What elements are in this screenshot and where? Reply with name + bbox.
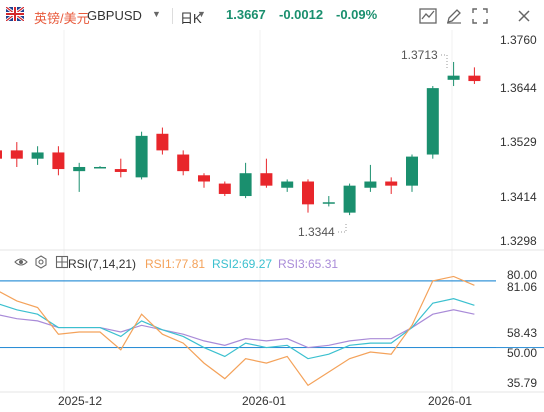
price-axis-label: 1.3414 [500, 190, 537, 204]
eye-icon[interactable] [14, 255, 28, 269]
high-annotation: 1.3713 [401, 48, 438, 62]
candle-body [468, 75, 481, 82]
price-axis-label: 1.3529 [500, 135, 537, 149]
pair-name[interactable]: 英镑/美元 [34, 11, 90, 26]
rsi2-value: RSI2:69.27 [212, 257, 273, 271]
rsi1-line [0, 275, 475, 387]
x-axis-label: 2025-12 [58, 394, 102, 408]
x-axis-label: 2026-01 [428, 394, 472, 408]
interval-selector[interactable]: 日K [180, 11, 202, 26]
settings-icon[interactable] [34, 255, 48, 269]
candle-body [322, 202, 335, 204]
price-change: -0.0012 [279, 7, 324, 22]
top-toolbar: 英镑/美元 GBPUSD ▼ 日K ▼ 1.3667 -0.0012 -0.09… [0, 0, 544, 30]
candle-body [426, 88, 439, 155]
rsi3-line [0, 309, 475, 349]
rsi-ref-ext [0, 280, 544, 282]
candlestick-series [0, 61, 481, 216]
candle-body [239, 173, 252, 197]
grid-lines [63, 30, 453, 392]
rsi-axis-label: 81.06 [507, 280, 537, 294]
candle-body [73, 166, 86, 172]
candle-body [281, 181, 294, 188]
rsi-axis-label: 80.00 [507, 268, 537, 282]
candle-body [218, 183, 231, 194]
x-axis-label: 2026-01 [242, 394, 286, 408]
rsi2-line [0, 298, 475, 360]
last-price: 1.3667 [226, 7, 266, 22]
rsi3-value: RSI3:65.31 [278, 257, 339, 271]
candle-body [447, 75, 460, 80]
price-axis: 1.3760 1.3644 1.3529 1.3414 1.3298 [500, 33, 537, 248]
candle-body [364, 181, 377, 188]
price-axis-label: 1.3298 [500, 234, 537, 248]
fullscreen-icon[interactable] [470, 6, 490, 26]
indicator-icon[interactable] [418, 6, 438, 26]
candle-body [406, 156, 418, 186]
uk-flag-icon [6, 7, 24, 21]
divider [172, 8, 173, 24]
candle-body [10, 150, 23, 159]
candle-body [156, 133, 169, 151]
candle-body [260, 173, 273, 186]
rsi-pane [0, 275, 544, 387]
price-axis-label: 1.3644 [500, 81, 537, 95]
chevron-down-icon[interactable]: ▼ [197, 9, 206, 19]
symbol-code[interactable]: GBPUSD [87, 8, 142, 23]
rsi-axis-label: 58.43 [507, 326, 537, 340]
candle-body [343, 185, 356, 213]
candle-body [198, 175, 210, 182]
price-change-percent: -0.09% [336, 7, 378, 22]
drawing-icon[interactable] [444, 6, 464, 26]
grid-toggle-icon[interactable] [55, 255, 69, 269]
rsi-axis: 80.00 81.06 58.43 50.00 35.79 [496, 266, 544, 390]
candle-body [0, 150, 2, 159]
candle-body [52, 152, 65, 170]
candle-body [302, 181, 314, 205]
rsi-title: RSI(7,14,21) [68, 257, 137, 271]
rsi-legend: RSI(7,14,21) RSI1:77.81 RSI2:69.27 RSI3:… [0, 254, 400, 272]
rsi-axis-label: 35.79 [507, 376, 537, 390]
candle-body [385, 181, 398, 186]
candle-body [177, 154, 190, 172]
candle-body [94, 166, 106, 169]
price-axis-label: 1.3760 [500, 33, 537, 47]
low-annotation: 1.3344 [298, 225, 335, 239]
candle-body [135, 135, 148, 178]
close-icon[interactable] [514, 6, 534, 26]
candle-body [31, 152, 44, 159]
rsi1-value: RSI1:77.81 [145, 257, 206, 271]
chevron-down-icon[interactable]: ▼ [152, 9, 161, 19]
candle-body [114, 169, 127, 172]
rsi-axis-label: 50.00 [507, 346, 537, 360]
